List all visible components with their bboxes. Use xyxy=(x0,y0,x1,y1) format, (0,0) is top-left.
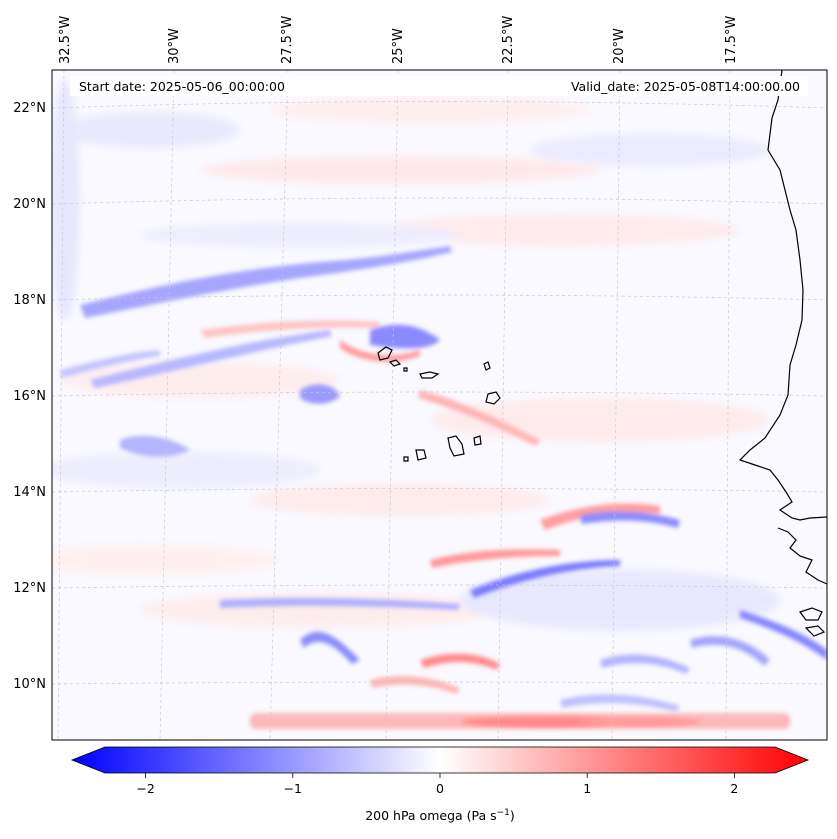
lat-label-20n: 20°N xyxy=(13,197,46,212)
lat-label-12n: 12°N xyxy=(13,581,46,596)
island-santa-luzia xyxy=(403,367,408,372)
gridlines xyxy=(52,70,827,740)
valid-date-text: Valid_date: 2025-05-08T14:00:00.00 xyxy=(571,79,800,94)
colorbar-label: 200 hPa omega (Pa s−1) xyxy=(365,808,515,823)
lon-label-30w: 30°W xyxy=(167,28,182,64)
lon-label-17-5w: 17.5°W xyxy=(724,16,739,64)
lon-label-32-5w: 32.5°W xyxy=(58,16,73,64)
island-brava xyxy=(403,456,409,462)
map-frame xyxy=(51,69,828,741)
colorbar-tick-label: −1 xyxy=(284,781,302,796)
colorbar-tick-label: 0 xyxy=(436,781,444,796)
lat-label-14n: 14°N xyxy=(13,485,46,500)
coastline xyxy=(738,70,827,637)
lon-label-22-5w: 22.5°W xyxy=(501,16,516,64)
lat-label-16n: 16°N xyxy=(13,389,46,404)
island-sal xyxy=(483,361,491,371)
lon-label-25w: 25°W xyxy=(391,28,406,64)
colorbar-body xyxy=(70,746,810,774)
lat-label-18n: 18°N xyxy=(13,293,46,308)
island-sao-nicolau xyxy=(419,371,440,379)
lat-label-10n: 10°N xyxy=(13,677,46,692)
island-santo-antao xyxy=(377,346,393,361)
map-panel: Start date: 2025-05-06_00:00:00 Valid_da… xyxy=(51,69,828,741)
colorbar-tick-label: 1 xyxy=(583,781,591,796)
start-date-text: Start date: 2025-05-06_00:00:00 xyxy=(79,79,285,94)
colorbar-ticks: −2 −1 0 1 2 xyxy=(136,773,738,796)
colorbar-tick-label: −2 xyxy=(136,781,154,796)
lat-label-22n: 22°N xyxy=(13,101,46,116)
island-maio xyxy=(473,435,482,446)
lon-label-20w: 20°W xyxy=(612,28,627,64)
longitude-labels: 32.5°W 30°W 27.5°W 25°W 22.5°W 20°W 17.5… xyxy=(58,16,739,64)
colorbar-tick-label: 2 xyxy=(730,781,738,796)
omega-field xyxy=(52,70,827,740)
islands xyxy=(377,346,501,462)
island-boa-vista xyxy=(485,391,501,405)
date-header xyxy=(70,76,808,96)
colorbar: −2 −1 0 1 2 200 hPa omega (Pa s−1) xyxy=(70,746,810,823)
island-santiago xyxy=(447,435,465,457)
latitude-labels: 22°N 20°N 18°N 16°N 14°N 12°N 10°N xyxy=(13,101,46,692)
lon-label-27-5w: 27.5°W xyxy=(280,16,295,64)
island-sao-vicente xyxy=(388,359,402,367)
island-fogo xyxy=(415,449,427,461)
